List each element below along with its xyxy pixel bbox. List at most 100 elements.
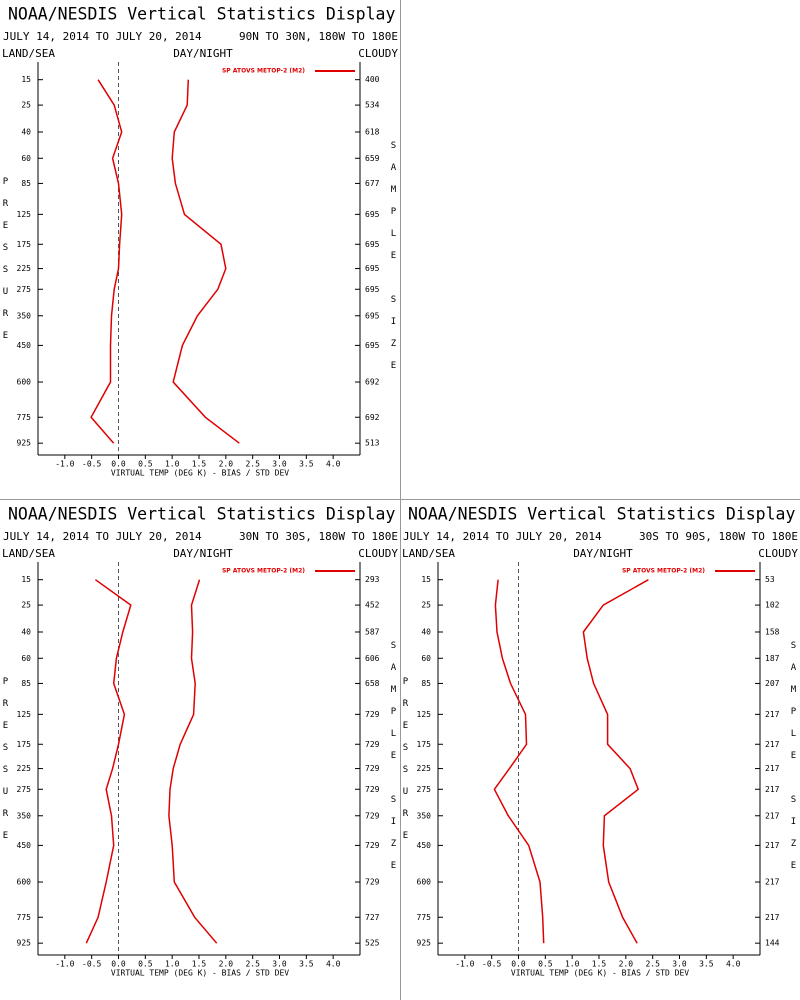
sample-size-label: 729 <box>365 740 380 749</box>
y-axis-title: PRESSURE <box>1 677 11 853</box>
std-dev-line <box>582 579 649 944</box>
y-tick-label: 40 <box>421 627 431 636</box>
sample-size-label: 534 <box>365 101 380 110</box>
y-tick-label: 15 <box>21 575 31 584</box>
y-tick-label: 60 <box>421 654 431 663</box>
bias-line <box>493 579 545 944</box>
panel-title: NOAA/NESDIS Vertical Statistics Display <box>8 5 395 24</box>
y-tick-label: 775 <box>17 913 32 922</box>
sample-size-label: 217 <box>765 740 780 749</box>
y-tick-label: 85 <box>21 679 31 688</box>
sample-size-label: 618 <box>365 127 380 136</box>
x-tick-label: 3.5 <box>299 960 314 969</box>
y-tick-label: 450 <box>17 841 32 850</box>
sample-size-label: 729 <box>365 841 380 850</box>
x-tick-label: -1.0 <box>55 460 74 469</box>
sample-size-label: 400 <box>365 75 380 84</box>
x-tick-label: 2.5 <box>645 960 660 969</box>
sample-size-label: 695 <box>365 264 380 273</box>
filter-label: LAND/SEA <box>2 47 55 60</box>
y-tick-label: 85 <box>421 679 431 688</box>
filter-label: DAY/NIGHT <box>173 547 233 560</box>
sample-size-label: 695 <box>365 285 380 294</box>
x-tick-label: 0.5 <box>138 460 153 469</box>
filter-label: DAY/NIGHT <box>173 47 233 60</box>
std-dev-line <box>171 79 240 444</box>
y-tick-label: 175 <box>17 740 32 749</box>
y-tick-label: 40 <box>21 127 31 136</box>
y-tick-label: 25 <box>421 601 431 610</box>
y-tick-label: 600 <box>17 378 32 387</box>
x-tick-label: 1.5 <box>192 960 207 969</box>
y2-axis-title: SAMPLE SIZE <box>389 141 399 383</box>
y-tick-label: 775 <box>17 413 32 422</box>
y-tick-label: 125 <box>417 710 432 719</box>
sample-size-label: 513 <box>365 439 380 448</box>
x-tick-label: -1.0 <box>455 960 474 969</box>
sample-size-label: 525 <box>365 939 380 948</box>
std-dev-line <box>168 579 218 944</box>
y-tick-label: 925 <box>17 939 32 948</box>
sample-size-label: 217 <box>765 811 780 820</box>
sample-size-label: 587 <box>365 627 380 636</box>
filter-label: CLOUDY <box>358 547 398 560</box>
sample-size-label: 692 <box>365 413 380 422</box>
sample-size-label: 158 <box>765 627 780 636</box>
y-tick-label: 775 <box>417 913 432 922</box>
filter-label: LAND/SEA <box>402 547 455 560</box>
y2-axis-title: SAMPLE SIZE <box>789 641 799 883</box>
y-tick-label: 40 <box>21 627 31 636</box>
sample-size-label: 53 <box>765 575 775 584</box>
x-tick-label: 4.0 <box>726 960 741 969</box>
sample-size-label: 658 <box>365 679 380 688</box>
y-tick-label: 125 <box>17 710 32 719</box>
x-tick-label: 0.0 <box>111 960 126 969</box>
y-tick-label: 350 <box>17 811 32 820</box>
x-axis-title: VIRTUAL TEMP (DEG K) - BIAS / STD DEV <box>511 969 689 978</box>
sample-size-label: 187 <box>765 654 780 663</box>
panel: NOAA/NESDIS Vertical Statistics Display J… <box>401 505 799 978</box>
y-tick-label: 275 <box>17 285 32 294</box>
region: 30S TO 90S, 180W TO 180E <box>639 530 798 543</box>
sample-size-label: 695 <box>365 240 380 249</box>
legend-label: SP ATOVS METOP-2 (M2) <box>622 568 705 575</box>
sample-size-label: 659 <box>365 154 380 163</box>
sample-size-label: 207 <box>765 679 780 688</box>
y-tick-label: 25 <box>21 101 31 110</box>
x-tick-label: 3.5 <box>299 460 314 469</box>
x-tick-label: 0.0 <box>511 960 526 969</box>
y-tick-label: 225 <box>417 764 432 773</box>
sample-size-label: 217 <box>765 764 780 773</box>
y-tick-label: 225 <box>17 764 32 773</box>
y-tick-label: 175 <box>417 740 432 749</box>
y-tick-label: 85 <box>21 179 31 188</box>
y-tick-label: 600 <box>417 878 432 887</box>
y-tick-label: 225 <box>17 264 32 273</box>
sample-size-label: 217 <box>765 878 780 887</box>
sample-size-label: 217 <box>765 785 780 794</box>
filter-label: CLOUDY <box>758 547 798 560</box>
x-tick-label: 1.0 <box>565 960 580 969</box>
x-tick-label: -0.5 <box>82 460 101 469</box>
sample-size-label: 729 <box>365 785 380 794</box>
x-tick-label: 0.5 <box>138 960 153 969</box>
y-tick-label: 450 <box>417 841 432 850</box>
x-tick-label: -0.5 <box>82 960 101 969</box>
y-tick-label: 275 <box>17 785 32 794</box>
sample-size-label: 452 <box>365 601 380 610</box>
sample-size-label: 144 <box>765 939 780 948</box>
sample-size-label: 217 <box>765 841 780 850</box>
sample-size-label: 729 <box>365 710 380 719</box>
y-tick-label: 125 <box>17 210 32 219</box>
sample-size-label: 102 <box>765 601 780 610</box>
x-tick-label: 0.0 <box>111 460 126 469</box>
bias-line <box>85 579 132 944</box>
y-tick-label: 15 <box>421 575 431 584</box>
x-tick-label: 3.0 <box>672 960 687 969</box>
bias-line <box>90 79 123 444</box>
sample-size-label: 695 <box>365 341 380 350</box>
period: JULY 14, 2014 TO JULY 20, 2014 <box>3 30 202 43</box>
y-tick-label: 350 <box>417 811 432 820</box>
panel: NOAA/NESDIS Vertical Statistics Display J… <box>1 5 399 478</box>
x-tick-label: 3.5 <box>699 960 714 969</box>
